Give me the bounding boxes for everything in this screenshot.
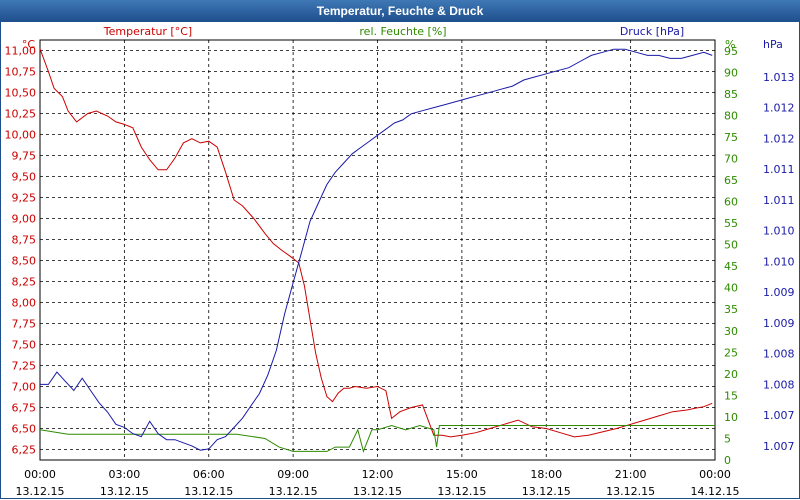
temperature-tick-label: 10,50 <box>5 87 37 100</box>
x-axis: 00:00 13.12.15 03:00 13.12.15 06:00 13.12.15 0… <box>16 468 740 498</box>
series-layer <box>39 48 715 454</box>
series-line-pressure <box>40 48 713 451</box>
humidity-tick-label: 30 <box>724 325 738 338</box>
temperature-tick-label: 8,75 <box>12 234 37 247</box>
temperature-tick-label: 10,25 <box>5 108 37 121</box>
humidity-tick-label: 65 <box>724 174 738 187</box>
x-tick-time: 12:00 <box>362 468 394 481</box>
axis-labels: °C% hPa Temperatur [°C] rel. Feuchte [%] Dru… <box>22 25 783 51</box>
temperature-tick-label: 7,00 <box>12 381 37 394</box>
humidity-tick-label: 45 <box>724 260 738 273</box>
temperature-tick-label: 7,75 <box>12 318 37 331</box>
chart-title: Temperatur, Feuchte & Druck <box>0 0 800 22</box>
pressure-tick-label: 1.012 <box>763 102 795 115</box>
pressure-tick-label: 1.007 <box>763 409 795 422</box>
humidity-tick-label: 95 <box>724 45 738 58</box>
temperature-axis: 6,25 6,50 6,75 7,00 7,25 7,50 7,75 8,00 8,25 8,50… <box>5 45 37 457</box>
pressure-tick-label: 1.010 <box>763 225 795 238</box>
humidity-tick-label: 20 <box>724 368 738 381</box>
temperature-unit: °C <box>22 38 36 51</box>
pressure-axis-label: Druck [hPa] <box>620 25 684 38</box>
x-tick-date: 13.12.15 <box>437 485 486 498</box>
x-tick-date: 13.12.15 <box>184 485 233 498</box>
temperature-tick-label: 6,25 <box>12 444 37 457</box>
x-tick-date: 13.12.15 <box>269 485 318 498</box>
temperature-tick-label: 9,50 <box>12 171 37 184</box>
humidity-unit: % <box>725 38 735 51</box>
plot-area <box>39 39 716 461</box>
pressure-axis: 1.007 1.007 1.008 1.008 1.009 1.009 1.010 1.010… <box>763 71 795 453</box>
humidity-axis: 0 5 10 15 20 25 30 35 40 45 50 55 60 65 70 75 80 85 90 95 <box>724 45 738 467</box>
pressure-tick-label: 1.011 <box>763 163 795 176</box>
temperature-tick-label: 8,00 <box>12 297 37 310</box>
humidity-tick-label: 5 <box>724 432 731 445</box>
x-tick-date: 13.12.15 <box>353 485 402 498</box>
humidity-tick-label: 25 <box>724 346 738 359</box>
pressure-tick-label: 1.011 <box>763 194 795 207</box>
temperature-tick-label: 8,25 <box>12 276 37 289</box>
humidity-axis-label: rel. Feuchte [%] <box>359 25 446 38</box>
pressure-tick-label: 1.012 <box>763 132 795 145</box>
series-line-temperature <box>39 48 713 438</box>
humidity-tick-label: 90 <box>724 66 738 79</box>
humidity-tick-label: 10 <box>724 411 738 424</box>
x-tick-time: 06:00 <box>193 468 225 481</box>
temperature-tick-label: 9,00 <box>12 213 37 226</box>
x-tick-date: 13.12.15 <box>16 485 65 498</box>
temperature-tick-label: 8,50 <box>12 255 37 268</box>
x-tick-time: 00:00 <box>699 468 731 481</box>
x-tick-time: 09:00 <box>277 468 309 481</box>
temperature-tick-label: 7,25 <box>12 360 37 373</box>
pressure-tick-label: 1.009 <box>763 286 795 299</box>
humidity-tick-label: 85 <box>724 88 738 101</box>
temperature-tick-label: 9,75 <box>12 150 37 163</box>
temperature-tick-label: 9,25 <box>12 192 37 205</box>
temperature-tick-label: 6,75 <box>12 402 37 415</box>
x-tick-time: 15:00 <box>446 468 478 481</box>
humidity-tick-label: 80 <box>724 109 738 122</box>
humidity-tick-label: 50 <box>724 239 738 252</box>
humidity-tick-label: 0 <box>724 454 731 467</box>
x-tick-date: 14.12.15 <box>691 485 740 498</box>
humidity-tick-label: 70 <box>724 152 738 165</box>
x-tick-time: 03:00 <box>109 468 141 481</box>
temperature-tick-label: 10,75 <box>5 66 37 79</box>
humidity-tick-label: 15 <box>724 389 738 402</box>
temperature-axis-label: Temperatur [°C] <box>103 25 192 38</box>
pressure-tick-label: 1.007 <box>763 440 795 453</box>
pressure-tick-label: 1.009 <box>763 317 795 330</box>
humidity-tick-label: 40 <box>724 282 738 295</box>
humidity-tick-label: 35 <box>724 303 738 316</box>
x-tick-time: 00:00 <box>24 468 56 481</box>
series-line-humidity <box>39 424 715 454</box>
x-tick-date: 13.12.15 <box>100 485 149 498</box>
temperature-tick-label: 10,00 <box>5 129 37 142</box>
pressure-unit: hPa <box>763 38 783 51</box>
x-tick-date: 13.12.15 <box>606 485 655 498</box>
x-tick-time: 21:00 <box>615 468 647 481</box>
temperature-tick-label: 11,00 <box>5 45 37 58</box>
grid <box>40 40 715 460</box>
x-tick-date: 13.12.15 <box>522 485 571 498</box>
temperature-tick-label: 7,50 <box>12 339 37 352</box>
x-tick-time: 18:00 <box>530 468 562 481</box>
humidity-tick-label: 55 <box>724 217 738 230</box>
humidity-tick-label: 75 <box>724 131 738 144</box>
humidity-tick-label: 60 <box>724 196 738 209</box>
temperature-tick-label: 6,50 <box>12 423 37 436</box>
pressure-tick-label: 1.008 <box>763 378 795 391</box>
pressure-tick-label: 1.013 <box>763 71 795 84</box>
pressure-tick-label: 1.010 <box>763 255 795 268</box>
pressure-tick-label: 1.008 <box>763 348 795 361</box>
